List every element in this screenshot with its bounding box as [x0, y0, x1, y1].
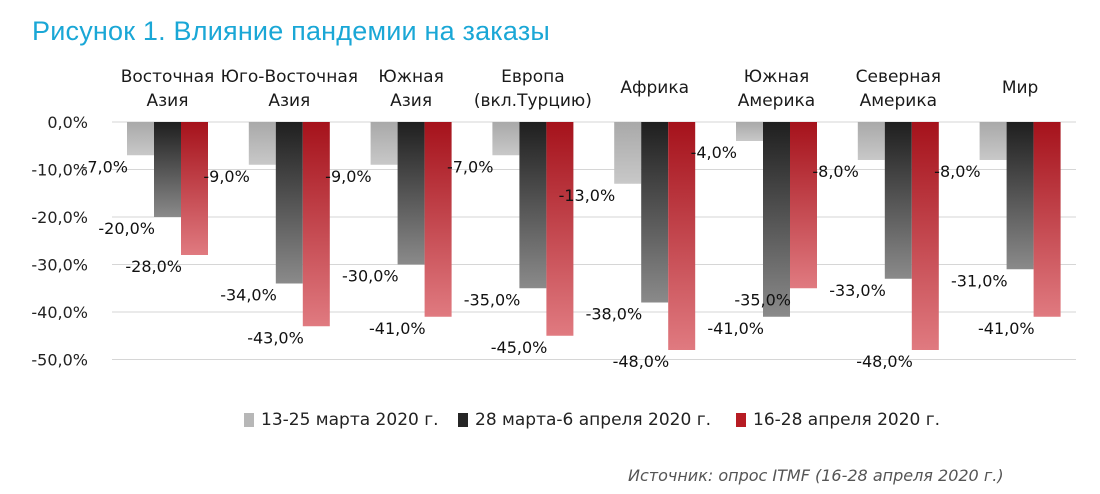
data-label: -9,0%	[325, 167, 371, 186]
category-label: Европа	[501, 67, 564, 87]
category-label: Южная	[378, 67, 443, 87]
data-label: -4,0%	[691, 143, 737, 162]
data-label: -7,0%	[447, 157, 493, 176]
bar-s1	[736, 122, 763, 141]
category-label: Мир	[1002, 78, 1039, 98]
data-label: -48,0%	[856, 352, 913, 371]
data-label: -38,0%	[586, 305, 643, 324]
bar-s1	[248, 122, 276, 165]
data-label: -13,0%	[559, 186, 616, 205]
y-axis: 0,0% -10,0% -20,0% -30,0% -40,0% -50,0%	[31, 113, 88, 370]
data-label: -41,0%	[978, 319, 1035, 338]
bar-s2	[397, 122, 425, 265]
y-tick-label: -20,0%	[31, 208, 88, 227]
bar-s3	[546, 122, 574, 336]
data-label: -31,0%	[951, 271, 1008, 290]
category-label: Азия	[390, 91, 432, 111]
bar-chart: 0,0% -10,0% -20,0% -30,0% -40,0% -50,0% Восто…	[31, 67, 1076, 371]
bar-s1	[492, 122, 520, 156]
chart-title: Рисунок 1. Влияние пандемии на заказы	[32, 16, 551, 46]
legend-label: 13-25 марта 2020 г.	[261, 410, 439, 430]
legend-swatch	[458, 413, 468, 427]
bar-s2	[1006, 122, 1034, 270]
data-label: -7,0%	[82, 157, 128, 176]
bar-s2	[884, 122, 912, 279]
bar-s1	[127, 122, 154, 156]
bar-s2	[763, 122, 790, 317]
data-label: -8,0%	[934, 162, 980, 181]
legend-swatch	[244, 413, 254, 427]
category-label: Юго-Восточная	[221, 67, 358, 87]
y-tick-label: -40,0%	[31, 303, 88, 322]
category-label: (вкл.Турцию)	[474, 91, 592, 111]
bar-s2	[275, 122, 303, 284]
bar-s3	[790, 122, 817, 289]
data-label: -45,0%	[491, 338, 548, 357]
source-note: Источник: опрос ITMF (16-28 апреля 2020 …	[628, 466, 1004, 485]
y-tick-label: 0,0%	[47, 113, 88, 132]
bar-s3	[181, 122, 208, 255]
data-label: -8,0%	[812, 162, 858, 181]
bars	[127, 122, 1061, 350]
data-labels: -7,0% -9,0% -9,0% -7,0% -13,0% -4,0% -8,0% -8,0…	[82, 143, 1035, 371]
category-label: Южная	[744, 67, 809, 87]
data-label: -34,0%	[220, 286, 277, 305]
legend-label: 16-28 апреля 2020 г.	[753, 410, 941, 430]
bar-s2	[641, 122, 669, 303]
bar-s1	[857, 122, 885, 160]
data-label: -48,0%	[613, 352, 670, 371]
category-label: Восточная	[121, 67, 215, 87]
data-label: -35,0%	[734, 290, 791, 309]
data-label: -9,0%	[203, 167, 249, 186]
data-label: -35,0%	[464, 290, 521, 309]
bar-s3	[424, 122, 452, 317]
bar-s1	[979, 122, 1007, 160]
bar-s2	[154, 122, 181, 217]
data-label: -43,0%	[247, 328, 304, 347]
bar-s3	[911, 122, 939, 350]
bar-s2	[519, 122, 547, 289]
legend-item-series2: 28 марта-6 апреля 2020 г.	[458, 410, 711, 430]
bar-s3	[1033, 122, 1061, 317]
data-label: -30,0%	[342, 267, 399, 286]
legend-swatch	[736, 413, 746, 427]
legend-item-series1: 13-25 марта 2020 г.	[244, 410, 439, 430]
category-label: Северная	[856, 67, 941, 87]
data-label: -41,0%	[707, 319, 764, 338]
data-label: -20,0%	[98, 219, 155, 238]
y-tick-label: -30,0%	[31, 256, 88, 275]
legend-label: 28 марта-6 апреля 2020 г.	[475, 410, 712, 430]
data-label: -41,0%	[369, 319, 426, 338]
y-tick-label: -10,0%	[31, 161, 88, 180]
category-label: Азия	[268, 91, 310, 111]
legend-item-series3: 16-28 апреля 2020 г.	[736, 410, 940, 430]
bar-s3	[302, 122, 330, 327]
category-label: Америка	[860, 91, 937, 111]
bar-s1	[614, 122, 642, 184]
category-labels: Восточная Азия Юго-Восточная Азия Южная Азия Е…	[121, 67, 1039, 111]
data-label: -33,0%	[829, 281, 886, 300]
category-label: Азия	[147, 91, 189, 111]
y-tick-label: -50,0%	[31, 351, 88, 370]
bar-s3	[668, 122, 696, 350]
category-label: Африка	[620, 78, 689, 98]
category-label: Америка	[738, 91, 815, 111]
bar-s1	[370, 122, 398, 165]
data-label: -28,0%	[125, 257, 182, 276]
